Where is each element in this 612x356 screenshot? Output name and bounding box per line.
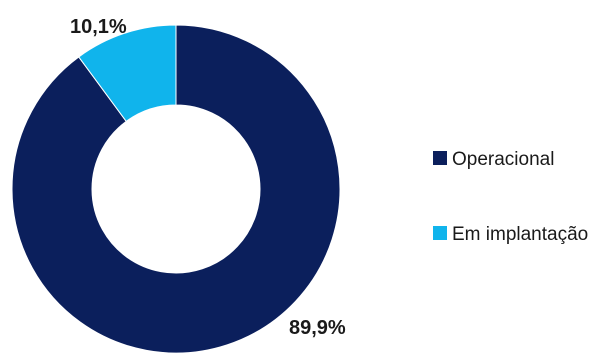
legend-label-operacional: Operacional (452, 149, 554, 170)
data-label-operacional: 89,9% (289, 317, 346, 339)
slice-em-implantacao (78, 24, 177, 123)
legend-swatch-operacional (433, 151, 447, 165)
legend-label-em-implantacao: Em implantação (452, 224, 588, 245)
donut-slices (11, 24, 341, 354)
data-label-em-implantacao: 10,1% (70, 16, 127, 38)
legend-swatch-em-implantacao (433, 226, 447, 240)
legend: Operacional Em implantação (433, 149, 588, 245)
slice-operacional (11, 24, 341, 354)
